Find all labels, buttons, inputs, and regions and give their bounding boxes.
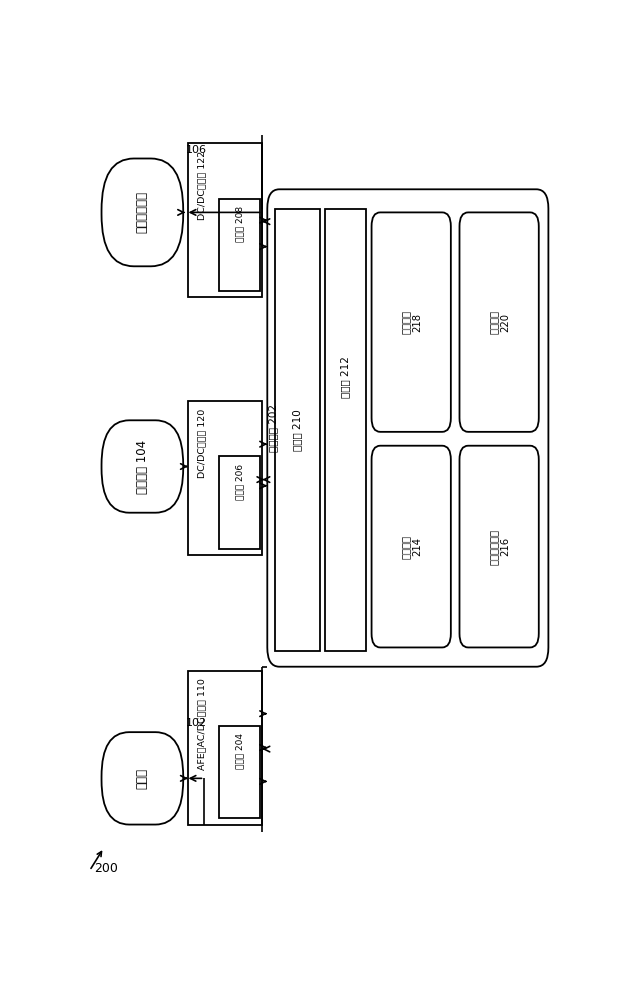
FancyBboxPatch shape [102, 732, 184, 825]
Text: 功率管理
214: 功率管理 214 [401, 535, 422, 559]
FancyBboxPatch shape [371, 446, 451, 647]
Text: 电网管理
220: 电网管理 220 [489, 310, 510, 334]
Text: 控制器 206: 控制器 206 [235, 464, 244, 500]
Text: 控制器 204: 控制器 204 [235, 733, 244, 769]
Text: DC/DC转换器 122: DC/DC转换器 122 [197, 151, 206, 220]
Bar [275, 209, 320, 651]
Bar [219, 726, 260, 818]
Text: DC/DC转换器 120: DC/DC转换器 120 [197, 409, 206, 478]
Bar [325, 209, 366, 651]
Text: 电池管理
218: 电池管理 218 [401, 310, 422, 334]
Text: 燃料电池 104: 燃料电池 104 [136, 439, 149, 494]
FancyBboxPatch shape [102, 158, 184, 266]
Bar [219, 199, 260, 291]
FancyBboxPatch shape [102, 420, 184, 513]
Text: 控制系统 202: 控制系统 202 [268, 404, 278, 452]
Bar [188, 143, 262, 297]
Text: 燃料电池管理
216: 燃料电池管理 216 [489, 529, 510, 565]
Text: 处理器 210: 处理器 210 [292, 409, 303, 451]
Text: 控制器 208: 控制器 208 [235, 206, 244, 242]
Text: AFE、AC/DC转换器 110: AFE、AC/DC转换器 110 [197, 678, 206, 770]
Text: 存储器 212: 存储器 212 [340, 356, 350, 398]
Text: 主电源: 主电源 [136, 768, 149, 789]
FancyBboxPatch shape [459, 446, 539, 647]
Text: 102: 102 [185, 718, 206, 728]
Text: 能量存储装置: 能量存储装置 [136, 191, 149, 233]
Bar [219, 456, 260, 549]
Text: 200: 200 [94, 862, 118, 875]
FancyBboxPatch shape [371, 212, 451, 432]
Bar [188, 671, 262, 825]
FancyBboxPatch shape [459, 212, 539, 432]
Text: 106: 106 [185, 145, 206, 155]
Bar [188, 401, 262, 555]
FancyBboxPatch shape [267, 189, 548, 667]
